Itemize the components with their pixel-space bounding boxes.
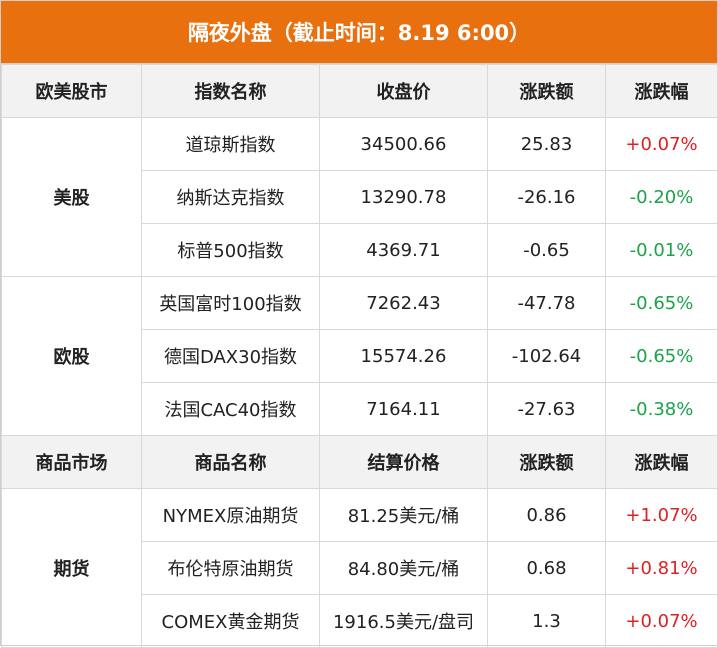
change-percent: +0.81% bbox=[605, 541, 718, 595]
change-amount: -27.63 bbox=[487, 382, 606, 436]
change-amount: 0.68 bbox=[487, 541, 606, 595]
column-header: 商品名称 bbox=[141, 435, 320, 489]
column-header: 商品市场 bbox=[1, 435, 142, 489]
column-header: 收盘价 bbox=[319, 64, 488, 118]
change-percent: -0.65% bbox=[605, 329, 718, 383]
settle-price: 84.80美元/桶 bbox=[319, 541, 488, 595]
index-name: 纳斯达克指数 bbox=[141, 170, 320, 224]
change-amount: -47.78 bbox=[487, 276, 606, 330]
table-header-row: 商品市场 商品名称 结算价格 涨跌额 涨跌幅 bbox=[1, 435, 718, 489]
commodity-name: COMEX黄金期货 bbox=[141, 594, 320, 648]
group-label-us: 美股 bbox=[1, 117, 142, 277]
settle-price: 81.25美元/桶 bbox=[319, 488, 488, 542]
change-amount: 0.86 bbox=[487, 488, 606, 542]
index-name: 德国DAX30指数 bbox=[141, 329, 320, 383]
close-price: 15574.26 bbox=[319, 329, 488, 383]
settle-price: 1916.5美元/盘司 bbox=[319, 594, 488, 648]
column-header: 涨跌额 bbox=[487, 435, 606, 489]
table-row: 期货 NYMEX原油期货 81.25美元/桶 0.86 +1.07% bbox=[1, 488, 718, 648]
index-name: 法国CAC40指数 bbox=[141, 382, 320, 436]
change-percent: -0.20% bbox=[605, 170, 718, 224]
close-price: 34500.66 bbox=[319, 117, 488, 171]
column-header: 涨跌幅 bbox=[605, 435, 718, 489]
change-amount: -0.65 bbox=[487, 223, 606, 277]
close-price: 13290.78 bbox=[319, 170, 488, 224]
table-row: 美股 道琼斯指数 34500.66 25.83 +0.07% bbox=[1, 117, 718, 277]
change-amount: 25.83 bbox=[487, 117, 606, 171]
close-price: 7262.43 bbox=[319, 276, 488, 330]
commodity-name: 布伦特原油期货 bbox=[141, 541, 320, 595]
table-row: 纳斯达克指数 13290.78 -26.16 -0.20% bbox=[2, 170, 718, 224]
table-row: 欧股 英国富时100指数 7262.43 -47.78 -0.65% bbox=[1, 276, 718, 436]
close-price: 4369.71 bbox=[319, 223, 488, 277]
index-name: 道琼斯指数 bbox=[141, 117, 320, 171]
table-row: 布伦特原油期货 84.80美元/桶 0.68 +0.81% bbox=[2, 541, 718, 595]
market-table: 欧美股市 指数名称 收盘价 涨跌额 涨跌幅 美股 道琼斯指数 34500.66 … bbox=[1, 64, 718, 648]
column-header: 结算价格 bbox=[319, 435, 488, 489]
table-row: COMEX黄金期货 1916.5美元/盘司 1.3 +0.07% bbox=[2, 594, 718, 648]
change-percent: -0.38% bbox=[605, 382, 718, 436]
group-label-futures: 期货 bbox=[1, 488, 142, 648]
table-row: 德国DAX30指数 15574.26 -102.64 -0.65% bbox=[2, 329, 718, 383]
index-name: 标普500指数 bbox=[141, 223, 320, 277]
column-header: 涨跌幅 bbox=[605, 64, 718, 118]
change-amount: -26.16 bbox=[487, 170, 606, 224]
change-amount: 1.3 bbox=[487, 594, 606, 648]
change-percent: +1.07% bbox=[605, 488, 718, 542]
commodity-name: NYMEX原油期货 bbox=[141, 488, 320, 542]
group-label-eu: 欧股 bbox=[1, 276, 142, 436]
column-header: 指数名称 bbox=[141, 64, 320, 118]
table-header-row: 欧美股市 指数名称 收盘价 涨跌额 涨跌幅 bbox=[1, 64, 718, 118]
index-name: 英国富时100指数 bbox=[141, 276, 320, 330]
change-percent: +0.07% bbox=[605, 594, 718, 648]
table-row: 标普500指数 4369.71 -0.65 -0.01% bbox=[2, 223, 718, 277]
change-percent: -0.01% bbox=[605, 223, 718, 277]
column-header: 涨跌额 bbox=[487, 64, 606, 118]
change-percent: -0.65% bbox=[605, 276, 718, 330]
column-header: 欧美股市 bbox=[1, 64, 142, 118]
change-amount: -102.64 bbox=[487, 329, 606, 383]
close-price: 7164.11 bbox=[319, 382, 488, 436]
page-title: 隔夜外盘（截止时间：8.19 6:00） bbox=[1, 1, 717, 64]
table-row: 法国CAC40指数 7164.11 -27.63 -0.38% bbox=[2, 382, 718, 436]
change-percent: +0.07% bbox=[605, 117, 718, 171]
